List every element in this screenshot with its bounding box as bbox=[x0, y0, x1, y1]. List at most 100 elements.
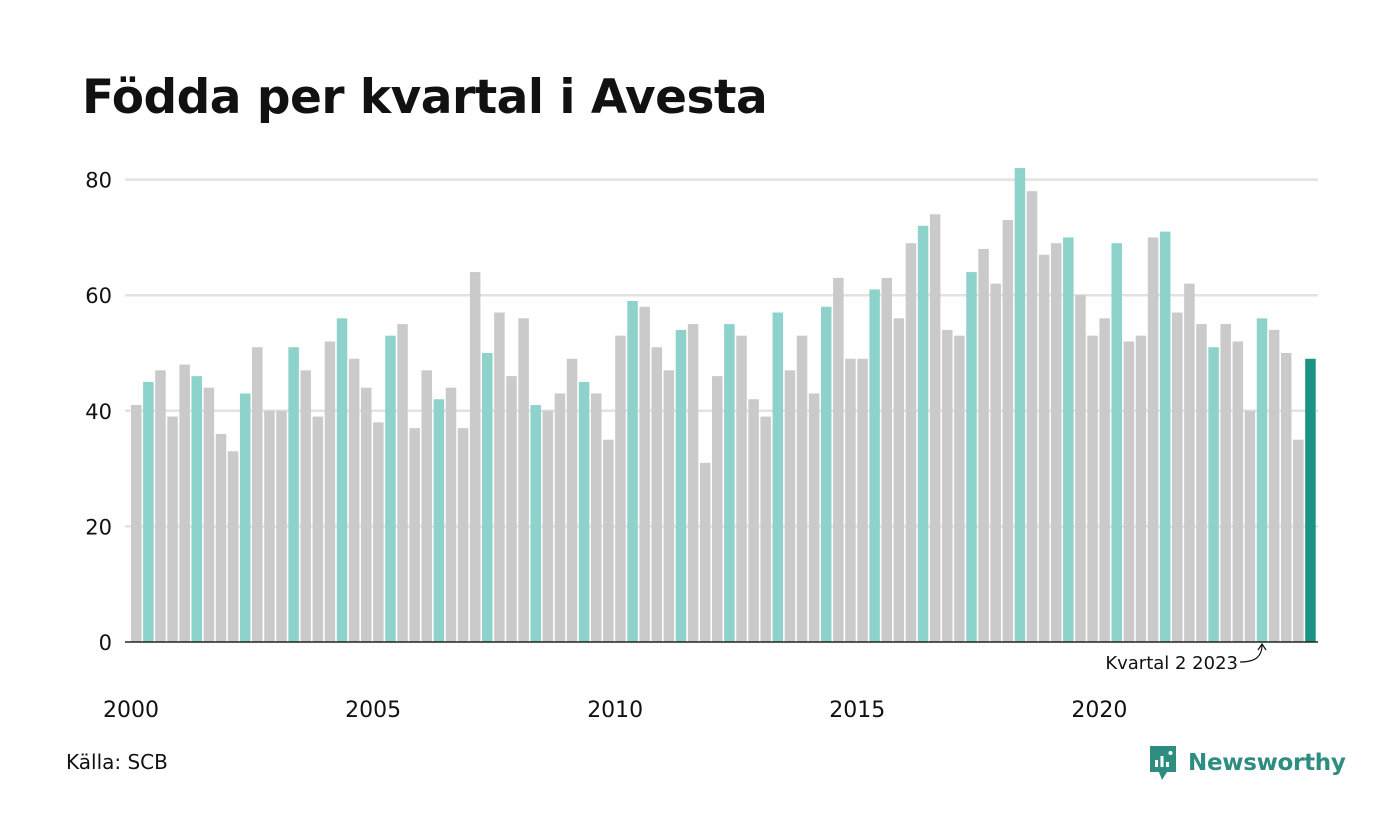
bar bbox=[433, 399, 445, 642]
bar bbox=[1111, 243, 1123, 642]
bar bbox=[796, 335, 808, 642]
bar bbox=[578, 381, 590, 642]
bar bbox=[215, 433, 227, 642]
bar bbox=[227, 451, 239, 642]
bar bbox=[966, 272, 977, 642]
bar bbox=[1280, 353, 1292, 642]
bar bbox=[699, 462, 711, 642]
bar bbox=[482, 353, 493, 642]
bar bbox=[385, 335, 396, 642]
x-tick-label: 2005 bbox=[345, 698, 401, 723]
bar bbox=[167, 416, 178, 642]
bar bbox=[397, 324, 408, 642]
source-note: Källa: SCB bbox=[66, 750, 168, 774]
bar bbox=[724, 324, 735, 642]
bar bbox=[409, 428, 420, 642]
bar bbox=[1002, 220, 1014, 642]
bar bbox=[143, 381, 154, 642]
latest-annotation: Kvartal 2 2023 bbox=[1105, 642, 1267, 674]
bar bbox=[276, 410, 287, 642]
bar bbox=[1099, 318, 1110, 642]
y-tick-label: 60 bbox=[85, 284, 112, 308]
bar bbox=[1196, 324, 1207, 642]
bar bbox=[1147, 237, 1159, 642]
bar bbox=[288, 347, 299, 642]
bar bbox=[264, 410, 275, 642]
bar bbox=[1293, 439, 1304, 642]
bar bbox=[530, 405, 541, 642]
bar bbox=[1159, 231, 1171, 642]
bar bbox=[1087, 335, 1098, 642]
bar bbox=[820, 306, 832, 642]
bar bbox=[445, 387, 457, 642]
bar bbox=[300, 370, 311, 642]
bar bbox=[942, 329, 953, 642]
bar bbox=[1184, 283, 1195, 642]
bar bbox=[252, 347, 263, 642]
bar bbox=[893, 318, 905, 642]
bar bbox=[978, 248, 989, 642]
chart-title: Födda per kvartal i Avesta bbox=[82, 70, 768, 125]
bar bbox=[1123, 341, 1135, 642]
y-axis-ticks: 0 20 40 60 80 bbox=[85, 169, 112, 655]
bar bbox=[518, 318, 529, 642]
bar bbox=[155, 370, 166, 642]
bar bbox=[239, 393, 251, 642]
bar bbox=[506, 376, 517, 642]
x-tick-label: 2015 bbox=[829, 698, 885, 723]
bar bbox=[1038, 254, 1050, 643]
bar bbox=[760, 416, 771, 642]
bar bbox=[1063, 237, 1074, 642]
bars bbox=[131, 168, 1316, 643]
bar bbox=[1172, 312, 1183, 642]
bar bbox=[554, 393, 566, 642]
bar bbox=[1220, 324, 1231, 642]
bar bbox=[1026, 191, 1038, 642]
bar bbox=[1268, 329, 1280, 642]
bar bbox=[1050, 243, 1062, 642]
brand-name: Newsworthy bbox=[1188, 750, 1346, 776]
bar bbox=[191, 376, 203, 642]
bar bbox=[881, 277, 893, 642]
bar bbox=[603, 439, 614, 642]
x-tick-label: 2000 bbox=[103, 698, 159, 723]
annotation-arrow bbox=[1240, 642, 1267, 663]
bar bbox=[857, 358, 868, 642]
bar bbox=[203, 387, 215, 642]
bar bbox=[905, 243, 917, 642]
x-axis-ticks: 2000 2005 2010 2015 2020 bbox=[103, 698, 1127, 723]
bar bbox=[954, 335, 965, 642]
bar bbox=[348, 358, 360, 642]
bar bbox=[833, 277, 844, 642]
bar bbox=[736, 335, 747, 642]
bar bbox=[179, 364, 190, 642]
x-tick-label: 2020 bbox=[1071, 698, 1127, 723]
bar bbox=[1232, 341, 1244, 642]
y-tick-label: 0 bbox=[99, 631, 112, 655]
bar bbox=[1256, 318, 1268, 642]
bar bbox=[929, 214, 941, 642]
bar bbox=[687, 324, 699, 642]
bar bbox=[651, 347, 663, 642]
bar bbox=[1135, 335, 1147, 642]
bar bbox=[1014, 168, 1026, 643]
newsworthy-logo-icon bbox=[1150, 746, 1176, 780]
bar bbox=[917, 225, 929, 642]
bar bbox=[1075, 295, 1086, 642]
x-tick-label: 2010 bbox=[587, 698, 643, 723]
bar bbox=[590, 393, 602, 642]
bar bbox=[360, 387, 372, 642]
bar bbox=[131, 405, 142, 642]
bar bbox=[1208, 347, 1219, 642]
bar bbox=[494, 312, 505, 642]
brand-logo: Newsworthy bbox=[1148, 743, 1346, 783]
bar bbox=[869, 289, 880, 642]
bar-latest bbox=[1305, 358, 1316, 642]
bar bbox=[1244, 410, 1256, 642]
bar bbox=[312, 416, 324, 642]
bar bbox=[336, 318, 348, 642]
y-tick-label: 80 bbox=[85, 169, 112, 193]
bar bbox=[615, 335, 626, 642]
bar bbox=[845, 358, 856, 642]
